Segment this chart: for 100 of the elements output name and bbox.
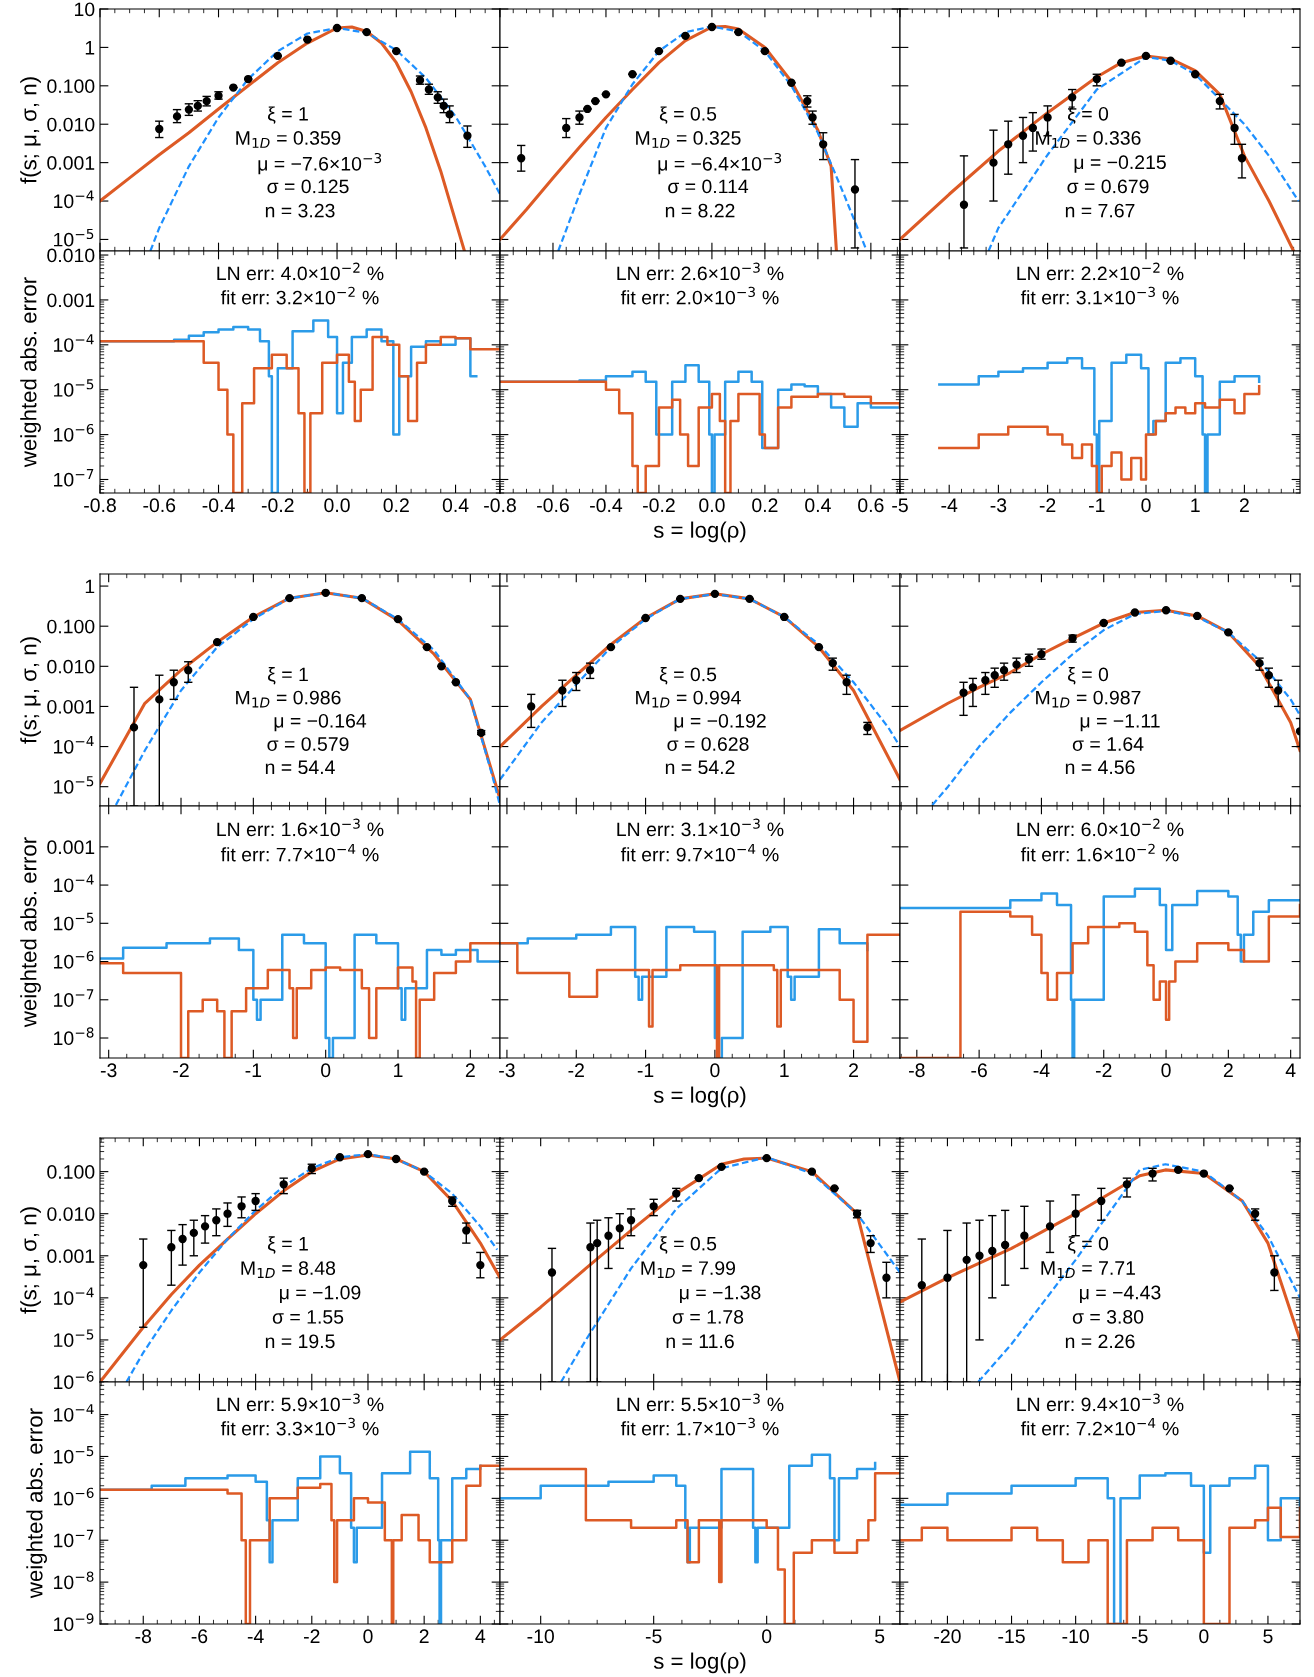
x-tick-label: -0.6 bbox=[537, 498, 569, 513]
x-tick-label: -0.2 bbox=[261, 498, 294, 513]
x-tick-label: 0.4 bbox=[805, 498, 831, 513]
y-tick-label: 0.100 bbox=[47, 1165, 95, 1179]
annotation: μ = −4.43 bbox=[1080, 1285, 1161, 1303]
annotation: fit err: 9.7×10$^{−4}$ % bbox=[620, 843, 779, 862]
annotation: σ = 0.628 bbox=[667, 737, 749, 751]
y-tick-label: 0.001 bbox=[47, 840, 95, 855]
y-tick-label: 10$^{−5}$ bbox=[54, 1329, 94, 1348]
x-tick-label: 0 bbox=[710, 1063, 720, 1078]
x-axis-title: s = log(ρ) bbox=[653, 1652, 746, 1674]
x-tick-label: -5 bbox=[892, 498, 908, 513]
annotation: n = 3.23 bbox=[265, 203, 335, 218]
annotation: n = 54.2 bbox=[665, 760, 735, 775]
annotation: fit err: 7.2×10$^{−4}$ % bbox=[1020, 1417, 1179, 1436]
annotation: ξ = 0.5 bbox=[659, 106, 717, 124]
x-tick-label: -2 bbox=[173, 1063, 189, 1077]
y-tick-label: 10$^{−5}$ bbox=[54, 776, 94, 794]
y-tick-label: 0.010 bbox=[47, 1207, 95, 1221]
x-tick-label: -0.4 bbox=[590, 498, 623, 513]
annotation: n = 54.4 bbox=[265, 760, 335, 775]
x-tick-label: -20 bbox=[934, 1629, 961, 1644]
y-tick-label: 10$^{−7}$ bbox=[54, 469, 94, 487]
annotation: M$_{1D}$ = 0.359 bbox=[236, 131, 341, 148]
annotation: ξ = 0 bbox=[1067, 1236, 1109, 1254]
x-tick-label: 2 bbox=[849, 1063, 858, 1077]
annotation: ξ = 1 bbox=[267, 1236, 308, 1254]
x-tick-label: 0 bbox=[1141, 498, 1151, 513]
annotation: fit err: 1.7×10$^{−3}$ % bbox=[620, 1417, 779, 1436]
annotation: LN err: 4.0×10$^{−2}$ % bbox=[217, 262, 384, 281]
x-tick-label: -0.4 bbox=[202, 498, 235, 513]
y-axis-title: weighted abs. error bbox=[20, 277, 41, 468]
x-tick-label: -1 bbox=[637, 1063, 654, 1077]
y-tick-label: 10$^{−4}$ bbox=[54, 1287, 94, 1305]
y-tick-label: 10$^{−7}$ bbox=[54, 989, 94, 1007]
x-tick-label: 0.4 bbox=[442, 498, 469, 513]
x-tick-label: -2 bbox=[568, 1063, 584, 1077]
y-tick-label: 10$^{−5}$ bbox=[54, 228, 94, 247]
y-axis-title: f(s; μ, σ, n) bbox=[20, 77, 41, 184]
y-tick-label: 10$^{−4}$ bbox=[54, 874, 94, 893]
x-tick-label: -5 bbox=[1131, 1629, 1148, 1644]
y-tick-label: 0.100 bbox=[47, 619, 95, 634]
annotation: n = 2.26 bbox=[1065, 1334, 1135, 1349]
y-tick-label: 10$^{−6}$ bbox=[54, 1487, 94, 1506]
y-tick-label: 10$^{−5}$ bbox=[54, 379, 94, 397]
annotation: ξ = 0.5 bbox=[659, 667, 717, 685]
x-tick-label: -2 bbox=[1039, 498, 1056, 512]
x-tick-label: -10 bbox=[527, 1629, 554, 1644]
x-tick-label: 4 bbox=[1285, 1063, 1296, 1077]
x-tick-label: 0 bbox=[1161, 1063, 1171, 1078]
y-tick-label: 10$^{−6}$ bbox=[54, 950, 94, 969]
y-tick-label: 10$^{−6}$ bbox=[54, 1371, 94, 1390]
x-tick-label: 2 bbox=[1223, 1063, 1233, 1077]
y-axis-title: weighted abs. error bbox=[20, 837, 41, 1028]
annotation: σ = 1.55 bbox=[272, 1310, 344, 1324]
annotation: n = 8.22 bbox=[665, 203, 735, 218]
x-tick-label: 2 bbox=[419, 1629, 429, 1643]
annotation: μ = −0.215 bbox=[1074, 155, 1166, 173]
annotation: LN err: 1.6×10$^{−3}$ % bbox=[217, 818, 384, 837]
x-tick-label: 0.2 bbox=[383, 498, 409, 513]
annotation: M$_{1D}$ = 0.986 bbox=[236, 690, 341, 708]
x-tick-label: -3 bbox=[499, 1063, 515, 1078]
x-tick-label: -0.8 bbox=[84, 498, 116, 513]
x-tick-label: -6 bbox=[971, 1063, 987, 1078]
x-tick-label: -3 bbox=[990, 498, 1007, 513]
y-tick-label: 10$^{−4}$ bbox=[54, 334, 94, 352]
annotation: LN err: 6.0×10$^{−2}$ % bbox=[1017, 818, 1184, 837]
annotation: n = 11.6 bbox=[666, 1334, 734, 1349]
y-tick-label: 10$^{−5}$ bbox=[54, 912, 94, 931]
annotation: fit err: 3.3×10$^{−3}$ % bbox=[220, 1417, 379, 1436]
y-tick-label: 10$^{−8}$ bbox=[54, 1571, 94, 1590]
annotation: LN err: 5.9×10$^{−3}$ % bbox=[217, 1393, 384, 1412]
x-tick-label: 0.0 bbox=[324, 498, 350, 513]
annotation: LN err: 2.2×10$^{−2}$ % bbox=[1017, 262, 1184, 281]
annotation: fit err: 3.1×10$^{−3}$ % bbox=[1020, 286, 1179, 305]
annotation: σ = 1.78 bbox=[672, 1310, 744, 1324]
annotation: σ = 3.80 bbox=[1072, 1310, 1144, 1324]
y-tick-label: 0.100 bbox=[47, 79, 95, 94]
x-tick-label: 0 bbox=[1199, 1629, 1209, 1644]
x-tick-label: 0 bbox=[762, 1629, 772, 1644]
x-tick-label: 4 bbox=[475, 1629, 486, 1643]
x-axis-title: s = log(ρ) bbox=[653, 521, 746, 543]
annotation: μ = −6.4×10$^{−3}$ bbox=[658, 152, 782, 175]
y-tick-label: 0.001 bbox=[47, 699, 95, 714]
annotation: M$_{1D}$ = 0.987 bbox=[1036, 690, 1141, 708]
x-tick-label: -10 bbox=[1062, 1629, 1089, 1644]
y-tick-label: 0.001 bbox=[47, 293, 95, 308]
annotation: LN err: 3.1×10$^{−3}$ % bbox=[617, 818, 784, 837]
y-tick-label: 10$^{−4}$ bbox=[54, 190, 94, 209]
x-tick-label: 2 bbox=[465, 1063, 475, 1077]
x-tick-label: -0.2 bbox=[643, 498, 675, 513]
annotation: fit err: 2.0×10$^{−3}$ % bbox=[620, 286, 779, 305]
annotation: μ = −7.6×10$^{−3}$ bbox=[258, 152, 382, 175]
annotation: ξ = 1 bbox=[267, 667, 308, 685]
x-tick-label: 0.2 bbox=[752, 498, 778, 513]
annotation: μ = −1.09 bbox=[280, 1285, 361, 1303]
x-tick-label: -15 bbox=[998, 1629, 1025, 1644]
annotation: σ = 1.64 bbox=[1072, 737, 1144, 751]
annotation: M$_{1D}$ = 8.48 bbox=[241, 1261, 336, 1278]
annotation: σ = 0.579 bbox=[267, 737, 349, 751]
